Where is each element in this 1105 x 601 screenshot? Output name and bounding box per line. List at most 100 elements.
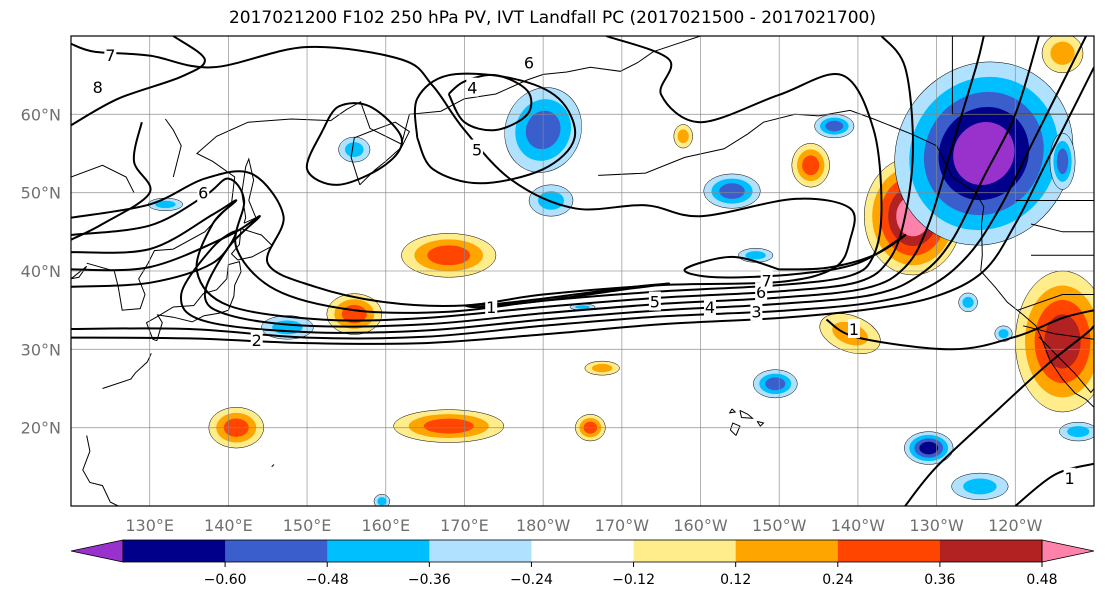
colorbar-outline [122, 539, 1043, 563]
pc-anomaly-blob [958, 292, 978, 312]
pv-contour [904, 325, 1094, 506]
colorbar-swatch [735, 540, 839, 562]
lon-tick-label: 150°E [283, 516, 332, 535]
coastline [241, 157, 257, 224]
colorbar-tick-label: −0.48 [306, 572, 349, 588]
contour-label: 3 [751, 303, 761, 322]
lon-tick-label: 120°W [988, 516, 1043, 535]
pv-contour [71, 36, 883, 314]
contour-label: 7 [762, 271, 772, 290]
coastline [756, 420, 765, 427]
contour-label-bg [250, 329, 263, 349]
colorbar-tick-label: 0.12 [720, 572, 751, 588]
pv-contour [71, 121, 152, 241]
pc-anomaly-blob [528, 184, 574, 217]
coastline [1017, 294, 1094, 311]
coastline [230, 228, 274, 261]
coastline [164, 118, 182, 178]
coastline [729, 422, 741, 436]
contour-label-bg [847, 318, 860, 338]
lon-tick-label: 140°E [204, 516, 253, 535]
pc-anomaly-blob [401, 233, 497, 278]
colorbar-extend-high [1041, 539, 1095, 563]
contour-label: 8 [93, 78, 103, 97]
lon-tick-label: 140°W [831, 516, 886, 535]
contour-label-bg [750, 301, 763, 321]
pc-anomaly-blob [584, 360, 620, 376]
pv-contour [71, 36, 985, 328]
lon-tick-label: 130°E [125, 516, 174, 535]
pc-anomaly-blob [951, 472, 1009, 500]
colorbar-swatch [837, 540, 941, 562]
lat-tick-label: 20°N [21, 419, 61, 438]
colorbar-swatch [633, 540, 737, 562]
pv-contour [413, 72, 577, 185]
pc-anomaly-blob [338, 136, 371, 163]
colorbar-swatch [429, 540, 532, 562]
pc-anomaly-blob [753, 369, 798, 399]
pv-contour [71, 36, 1087, 340]
lon-tick-label: 180°W [516, 516, 571, 535]
pv-contour [683, 233, 907, 279]
colorbar-swatch [939, 540, 1043, 562]
colorbar-tick-label: −0.24 [510, 572, 553, 588]
pc-anomaly-blob [814, 114, 855, 139]
map-frame [70, 35, 1095, 507]
contour-label: 4 [705, 298, 715, 317]
lon-tick-label: 170°E [440, 516, 489, 535]
pc-anomaly-blob [393, 409, 505, 443]
shading-layer [147, 36, 1094, 506]
coastline [82, 435, 119, 506]
colorbar: −0.60 −0.48 −0.36 −0.24 −0.12 0.12 0.24 0.36 0.4… [70, 539, 1095, 588]
colorbar-swatch [225, 540, 328, 562]
pc-anomaly-blob [791, 143, 830, 188]
pv-contour [71, 42, 856, 307]
coastline [71, 164, 135, 193]
colorbar-extend-low [70, 539, 124, 563]
lon-tick-label: 160°W [673, 516, 728, 535]
contour-label: 4 [467, 79, 477, 98]
colorbar-tick-label: 0.48 [1026, 572, 1057, 588]
lon-tick-label: 150°W [752, 516, 807, 535]
pv-contour [71, 36, 915, 322]
pv-contour [71, 36, 206, 127]
pc-anomaly-blob [994, 325, 1013, 342]
colorbar-tick-label: −0.36 [408, 572, 451, 588]
pc-anomaly-blob [738, 248, 774, 263]
contour-label-bg [522, 52, 535, 72]
lon-tick-label: 130°W [909, 516, 964, 535]
pc-anomaly-blob [326, 293, 383, 335]
contour-label-bg [485, 297, 498, 317]
lat-tick-label: 60°N [21, 105, 61, 124]
pc-anomaly-blob [1049, 132, 1076, 190]
coastline [728, 408, 737, 414]
contour-label: 6 [524, 54, 534, 73]
contour-label: 1 [486, 298, 496, 317]
contour-layer [71, 36, 1094, 506]
colorbar-tick-label: 0.24 [822, 572, 853, 588]
coastline [1038, 336, 1094, 394]
lat-tick-label: 30°N [21, 340, 61, 359]
coastline [86, 36, 701, 311]
coastline [350, 121, 411, 186]
coastline [739, 409, 754, 419]
contour-label: 7 [105, 46, 115, 65]
contour-label-bg [703, 297, 716, 317]
contour-label-bg [471, 139, 484, 159]
pv-contour [1014, 462, 1094, 506]
colorbar-swatch [327, 540, 430, 562]
contour-label: 6 [756, 283, 766, 302]
contour-label-bg [197, 182, 210, 202]
lat-tick-label: 50°N [21, 184, 61, 203]
contour-label-bg [648, 291, 661, 311]
lat-tick-labels: 20°N 30°N 40°N 50°N 60°N [21, 105, 61, 437]
pc-anomaly-blob [904, 431, 954, 465]
contour-label: 1 [1065, 469, 1075, 488]
contour-label-bg [91, 76, 104, 96]
coastline [145, 260, 242, 342]
lon-tick-labels: 130°E 140°E 150°E 160°E 170°E 180°W 170°W 160°W… [125, 516, 1042, 535]
coastline [1030, 223, 1094, 233]
colorbar-tick-label: 0.36 [924, 572, 955, 588]
